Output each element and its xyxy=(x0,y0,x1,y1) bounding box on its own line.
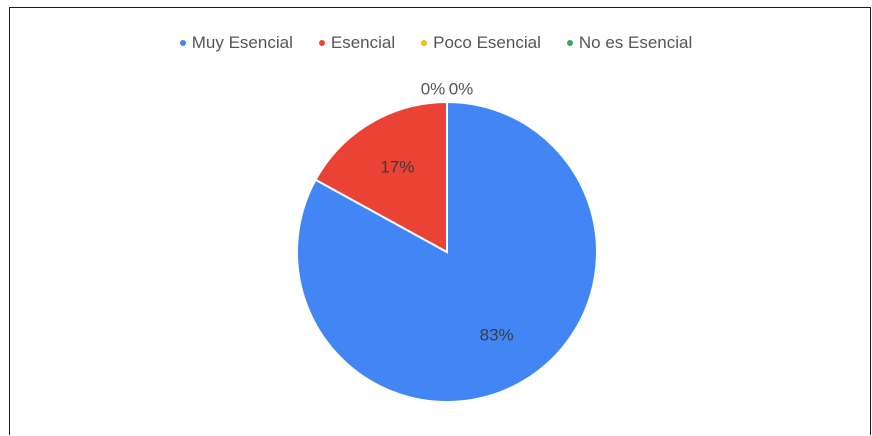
legend-swatch-muy-esencial xyxy=(179,40,186,46)
legend-label-poco-esencial: Poco Esencial xyxy=(433,33,541,52)
legend-label-muy-esencial: Muy Esencial xyxy=(191,33,293,52)
data-label-esencial: 17% xyxy=(380,158,414,177)
pie-slices xyxy=(296,100,598,403)
pie-data-labels: 83% 17% 0% 0% xyxy=(380,79,513,344)
legend-item-esencial: Esencial xyxy=(318,33,396,53)
legend-swatch-poco-esencial xyxy=(421,40,428,46)
data-label-poco-esencial: 0% xyxy=(421,79,446,98)
chart-legend: Muy Esencial Esencial Poco Esencial No e… xyxy=(0,33,872,53)
data-label-muy-esencial: 83% xyxy=(480,325,514,344)
legend-item-poco-esencial: Poco Esencial xyxy=(421,33,541,53)
data-label-no-es-esencial: 0% xyxy=(449,79,474,98)
legend-swatch-esencial xyxy=(318,40,325,46)
legend-label-no-es-esencial: No es Esencial xyxy=(578,33,693,52)
legend-label-esencial: Esencial xyxy=(330,33,396,52)
pie-slice-esencial xyxy=(314,100,448,254)
legend-swatch-no-es-esencial xyxy=(566,40,573,46)
legend-item-muy-esencial: Muy Esencial xyxy=(179,33,293,53)
legend-item-no-es-esencial: No es Esencial xyxy=(566,33,693,53)
